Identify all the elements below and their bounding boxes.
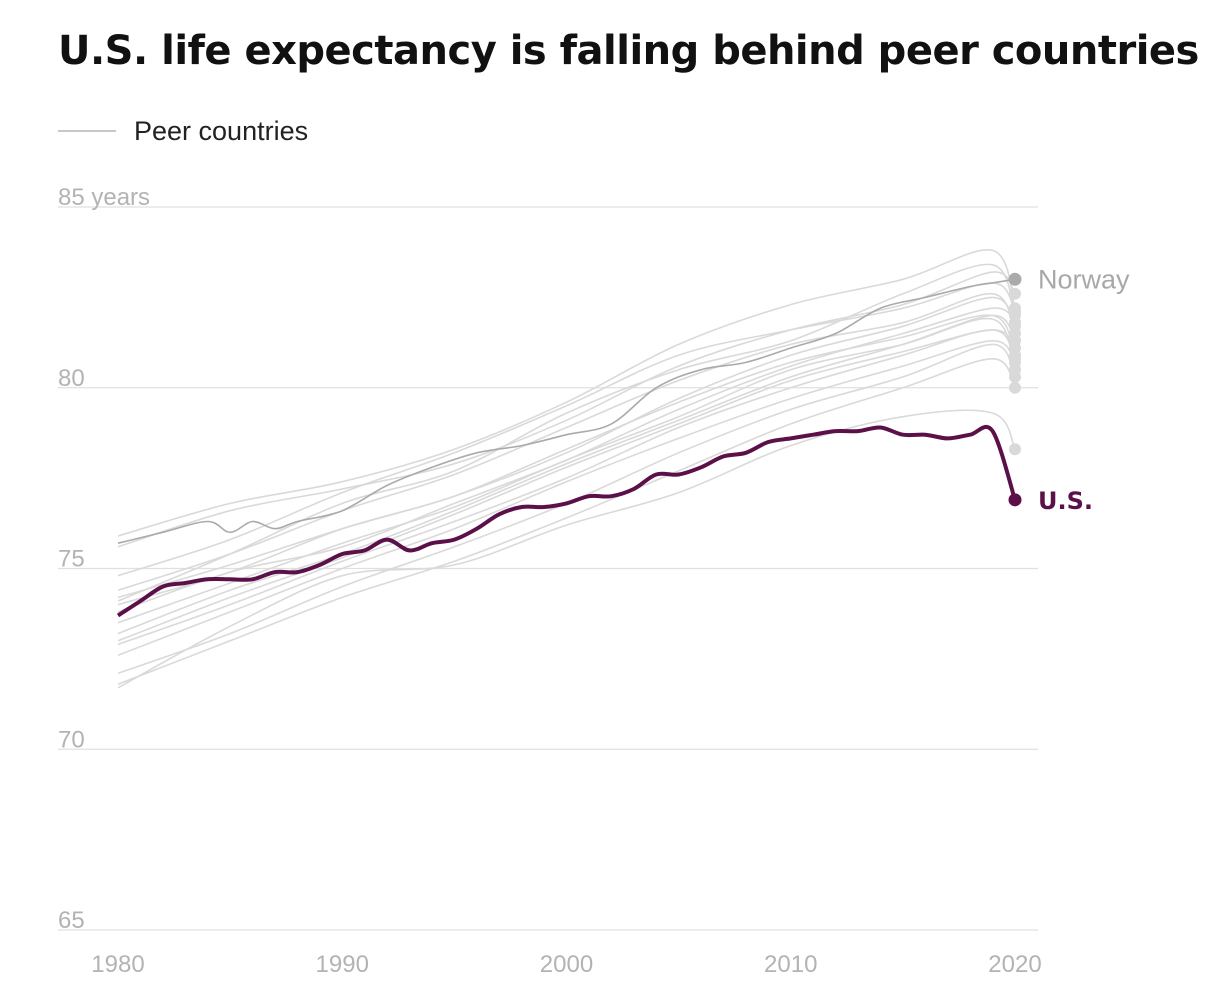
peer-country-line <box>117 296 1016 599</box>
legend-swatch-peer-countries <box>58 130 116 132</box>
axis-ticks: 65 70 75 80 85 years 1980 1990 2000 2010 2020 <box>58 184 1042 978</box>
peer-country-lines <box>117 249 1021 689</box>
peer-country-line <box>117 329 1016 642</box>
x-tick-label: 1990 <box>316 951 369 978</box>
x-tick-label: 2020 <box>988 951 1041 978</box>
us-label: U.S. <box>1038 487 1093 515</box>
peer-country-line <box>117 317 1016 624</box>
peer-country-line <box>117 409 1016 689</box>
y-tick-label: 75 <box>58 546 85 573</box>
peer-country-line <box>117 263 1016 602</box>
peer-country-line <box>117 357 1016 685</box>
peer-country-endpoint <box>1009 334 1021 347</box>
legend-label-peer-countries: Peer countries <box>134 115 309 146</box>
legend: Peer countries <box>58 114 308 148</box>
gridlines <box>58 206 1038 931</box>
peer-country-endpoint <box>1009 352 1021 365</box>
norway-endpoint <box>1008 272 1022 286</box>
peer-country-endpoint <box>1009 320 1021 333</box>
peer-country-line <box>117 249 1016 537</box>
peer-country-line <box>117 307 1016 613</box>
peer-country-line <box>117 282 1016 577</box>
us-endpoint <box>1008 493 1022 507</box>
chart-title: U.S. life expectancy is falling behind p… <box>58 28 1199 74</box>
y-tick-label: 70 <box>58 726 85 753</box>
x-tick-label: 1980 <box>91 951 144 978</box>
peer-country-line <box>117 292 1016 591</box>
us-line <box>116 424 1017 618</box>
peer-country-line <box>117 329 1016 646</box>
norway-line <box>117 278 1016 544</box>
peer-country-line <box>117 314 1016 635</box>
peer-country-line <box>117 339 1016 657</box>
x-tick-label: 2010 <box>764 951 817 978</box>
peer-country-line <box>117 314 1016 606</box>
peer-country-endpoint <box>1009 381 1021 394</box>
peer-country-line <box>117 343 1016 675</box>
y-tick-label: 85 years <box>58 184 150 211</box>
y-tick-label: 80 <box>58 365 85 392</box>
peer-country-endpoint <box>1009 443 1021 456</box>
highlighted-lines: U.S. Norway <box>116 264 1130 618</box>
y-tick-label: 65 <box>58 907 85 934</box>
x-tick-label: 2000 <box>540 951 593 978</box>
peer-country-endpoint <box>1009 305 1021 318</box>
norway-label: Norway <box>1038 264 1130 294</box>
